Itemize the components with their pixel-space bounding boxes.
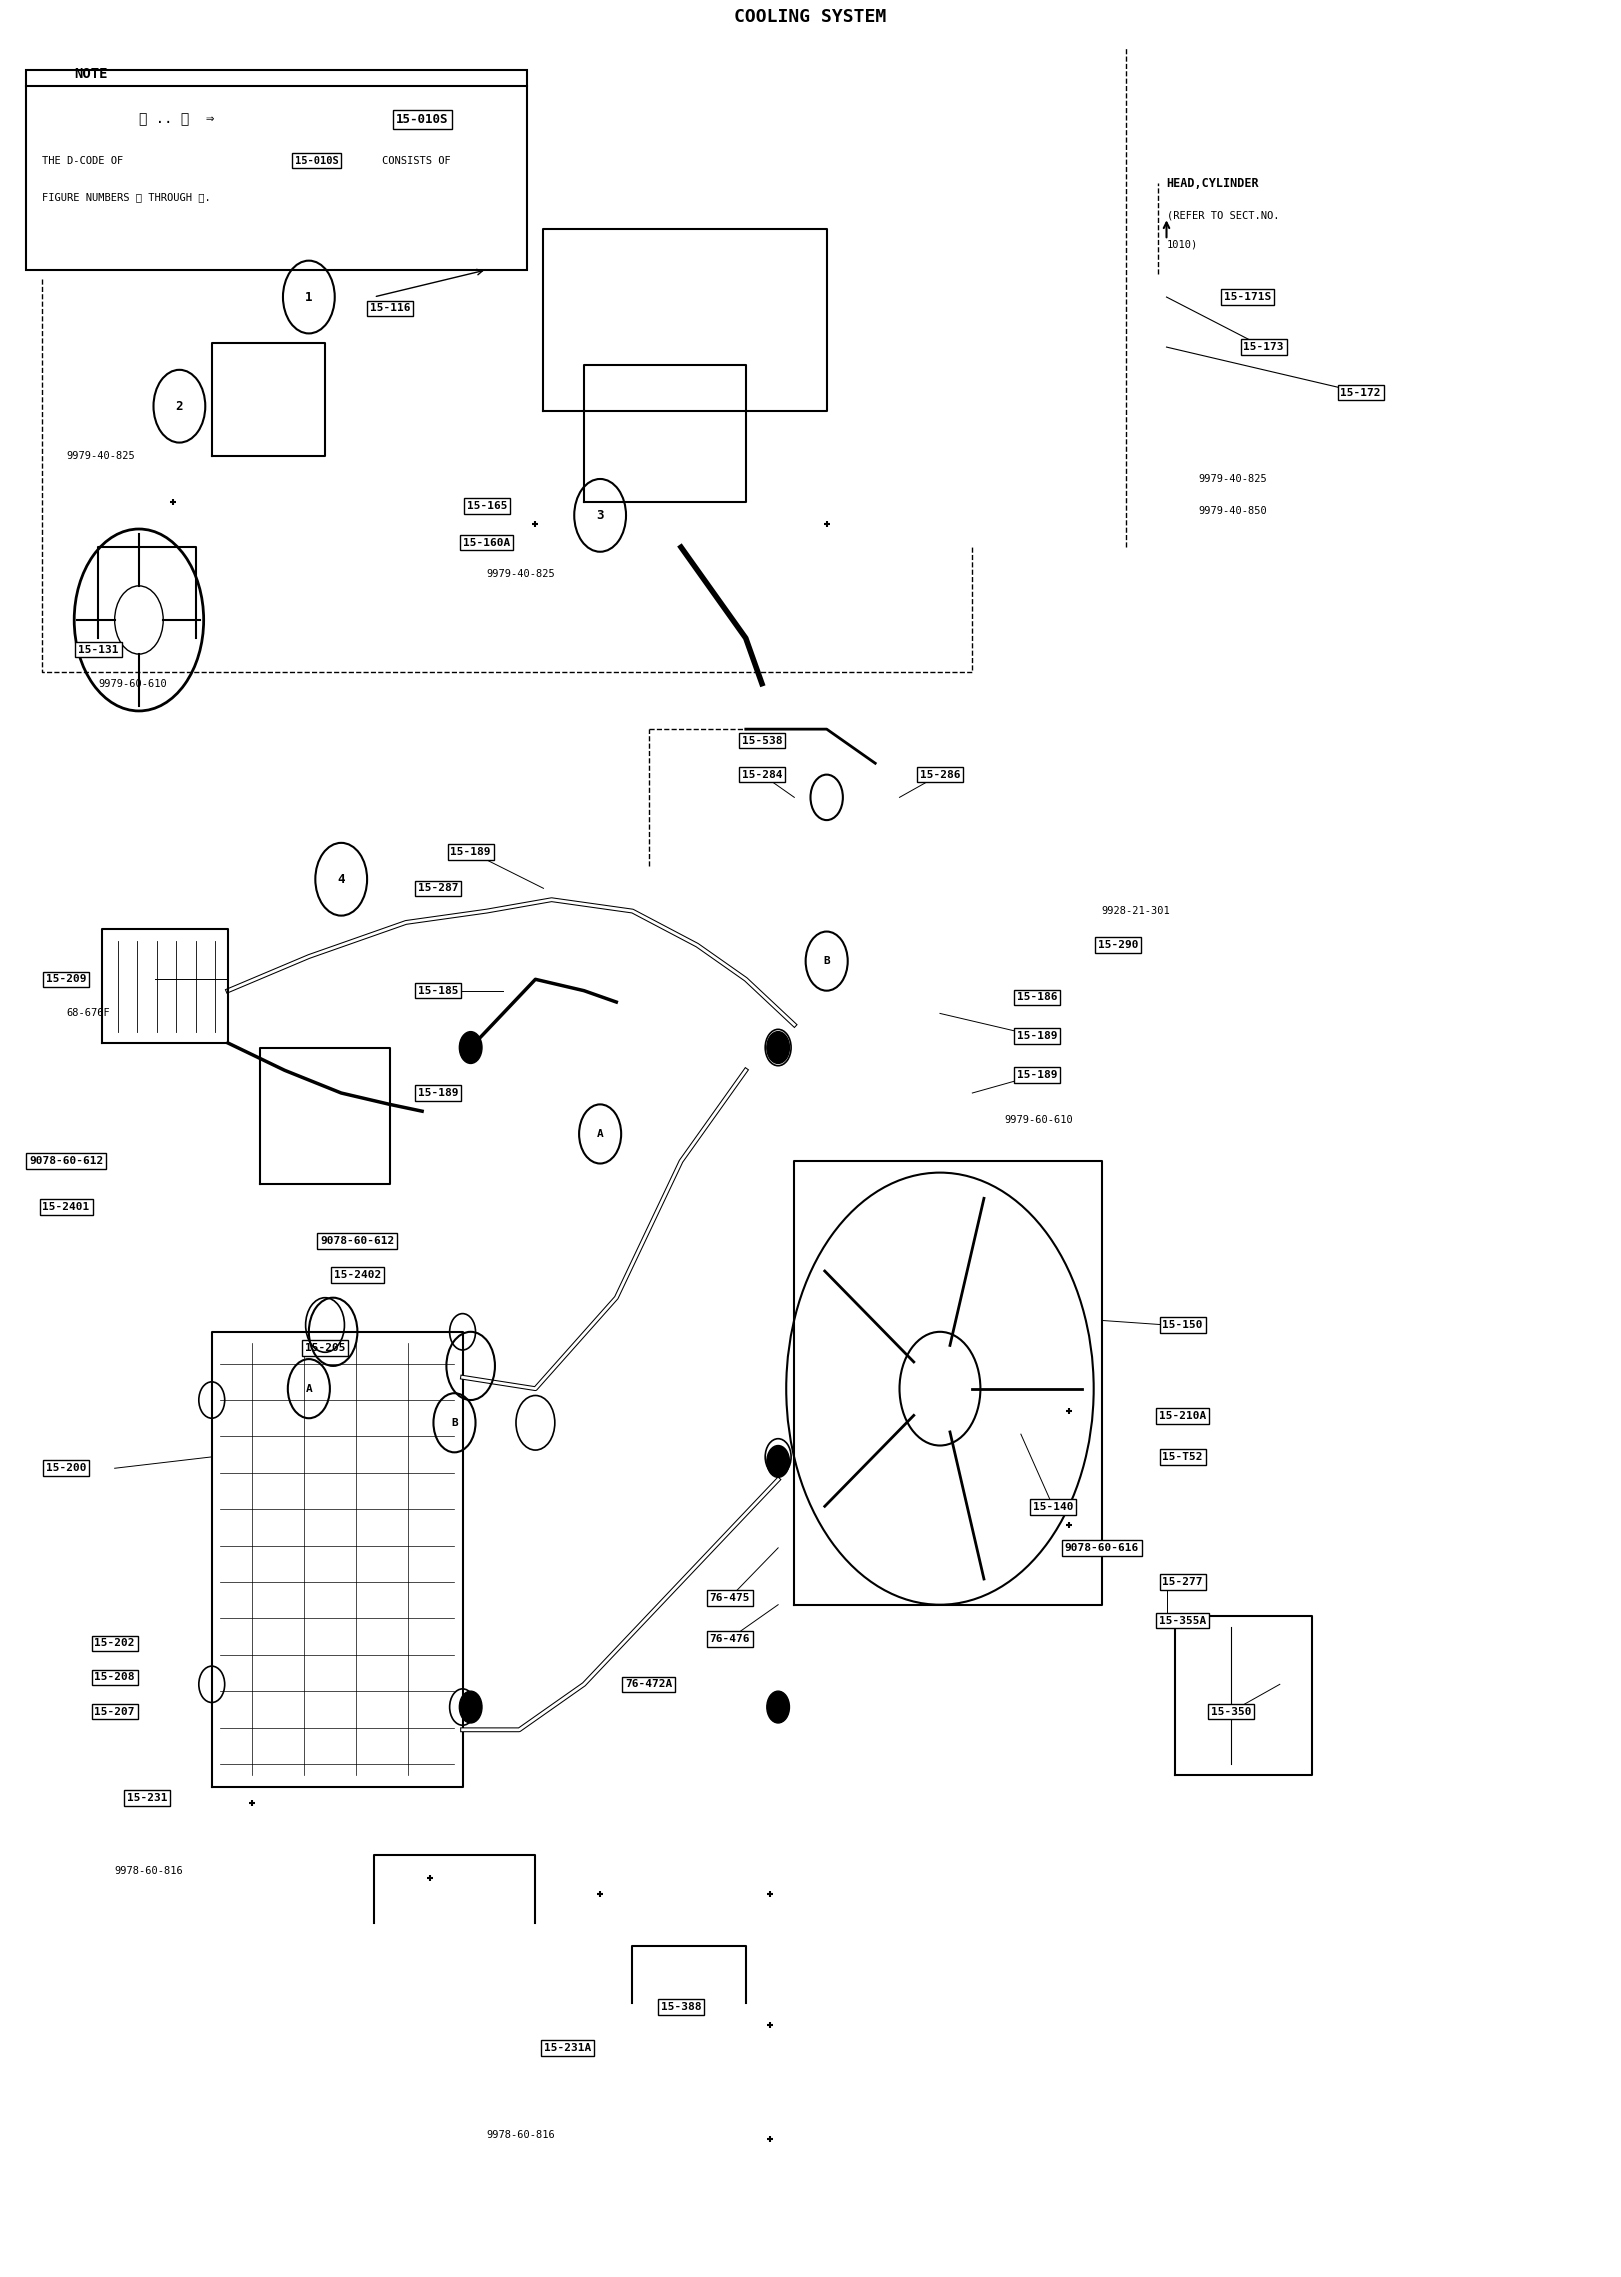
Text: 9928-21-301: 9928-21-301 <box>1102 906 1170 915</box>
Text: 15-207: 15-207 <box>94 1705 135 1717</box>
Text: 15-165: 15-165 <box>467 501 507 512</box>
Text: 15-284: 15-284 <box>742 770 783 779</box>
Text: 15-186: 15-186 <box>1016 993 1057 1002</box>
Text: (REFER TO SECT.NO.: (REFER TO SECT.NO. <box>1167 209 1279 221</box>
Text: 15-350: 15-350 <box>1211 1705 1251 1717</box>
Text: 15-189: 15-189 <box>418 1088 459 1098</box>
Text: 15-160A: 15-160A <box>464 537 511 549</box>
Text: 15-116: 15-116 <box>370 303 410 314</box>
Text: 15-2401: 15-2401 <box>42 1202 89 1211</box>
Text: 15-277: 15-277 <box>1162 1578 1203 1587</box>
Text: 9979-40-825: 9979-40-825 <box>66 451 135 462</box>
Text: 15-185: 15-185 <box>418 986 459 995</box>
FancyBboxPatch shape <box>26 71 527 269</box>
Text: 15-010S: 15-010S <box>396 114 449 125</box>
Text: 15-209: 15-209 <box>45 975 86 984</box>
Text: 68-676F: 68-676F <box>66 1009 110 1018</box>
Text: 15-202: 15-202 <box>94 1639 135 1649</box>
Text: 15-205: 15-205 <box>305 1343 345 1353</box>
Text: 15-010S: 15-010S <box>295 155 339 166</box>
Text: 9979-40-825: 9979-40-825 <box>486 569 556 578</box>
Text: 1010): 1010) <box>1167 239 1198 250</box>
Text: 9979-60-610: 9979-60-610 <box>99 679 167 688</box>
Text: 15-208: 15-208 <box>94 1674 135 1683</box>
Text: FIGURE NUMBERS ① THROUGH ④.: FIGURE NUMBERS ① THROUGH ④. <box>42 191 211 203</box>
Text: 15-171S: 15-171S <box>1224 291 1271 303</box>
Text: 9979-40-850: 9979-40-850 <box>1200 505 1268 517</box>
Text: B: B <box>823 956 830 965</box>
Text: 15-200: 15-200 <box>45 1464 86 1473</box>
Text: COOLING SYSTEM: COOLING SYSTEM <box>734 9 887 27</box>
Text: HEAD,CYLINDER: HEAD,CYLINDER <box>1167 178 1260 189</box>
Text: 15-286: 15-286 <box>919 770 960 779</box>
Text: 9979-40-825: 9979-40-825 <box>1200 474 1268 485</box>
Text: 15-172: 15-172 <box>1341 387 1381 398</box>
Circle shape <box>459 1031 481 1063</box>
Text: 9078-60-612: 9078-60-612 <box>321 1236 394 1246</box>
Text: 76-476: 76-476 <box>710 1635 751 1644</box>
Text: 15-388: 15-388 <box>661 2001 702 2013</box>
Text: 15-173: 15-173 <box>1243 342 1284 353</box>
Text: 15-231: 15-231 <box>126 1792 167 1803</box>
Text: 9978-60-816: 9978-60-816 <box>486 2129 556 2140</box>
Text: 15-287: 15-287 <box>418 883 459 893</box>
Text: 15-131: 15-131 <box>78 644 118 653</box>
Text: B: B <box>451 1419 457 1428</box>
Text: 15-538: 15-538 <box>742 735 783 745</box>
Text: 9979-60-610: 9979-60-610 <box>1005 1116 1073 1125</box>
Text: 15-210A: 15-210A <box>1159 1412 1206 1421</box>
Text: A: A <box>597 1129 603 1138</box>
Text: ① .. ④  ⇒: ① .. ④ ⇒ <box>139 112 214 128</box>
Text: 9078-60-616: 9078-60-616 <box>1065 1544 1140 1553</box>
Circle shape <box>767 1446 789 1478</box>
Text: 15-150: 15-150 <box>1162 1321 1203 1330</box>
Text: 15-189: 15-189 <box>1016 1031 1057 1041</box>
Text: 15-189: 15-189 <box>1016 1070 1057 1079</box>
Text: 15-290: 15-290 <box>1097 940 1138 950</box>
Text: 15-T52: 15-T52 <box>1162 1453 1203 1462</box>
Text: 2: 2 <box>175 401 183 412</box>
Text: 15-189: 15-189 <box>451 847 491 856</box>
Text: 15-140: 15-140 <box>1033 1503 1073 1512</box>
Text: 1: 1 <box>305 291 313 303</box>
Circle shape <box>459 1692 481 1724</box>
Text: 3: 3 <box>597 508 605 521</box>
Text: 9978-60-816: 9978-60-816 <box>115 1865 183 1876</box>
Text: 76-472A: 76-472A <box>626 1680 673 1690</box>
Circle shape <box>767 1692 789 1724</box>
Text: 15-2402: 15-2402 <box>334 1271 381 1280</box>
Text: 9078-60-612: 9078-60-612 <box>29 1157 104 1166</box>
Text: A: A <box>305 1384 313 1394</box>
Circle shape <box>767 1031 789 1063</box>
Text: 15-231A: 15-231A <box>545 2042 592 2054</box>
Text: THE D-CODE OF: THE D-CODE OF <box>42 155 123 166</box>
Text: CONSISTS OF: CONSISTS OF <box>381 155 451 166</box>
Text: 15-355A: 15-355A <box>1159 1617 1206 1626</box>
Text: 76-475: 76-475 <box>710 1594 751 1603</box>
Text: NOTE: NOTE <box>75 66 107 82</box>
Text: 4: 4 <box>337 872 345 886</box>
